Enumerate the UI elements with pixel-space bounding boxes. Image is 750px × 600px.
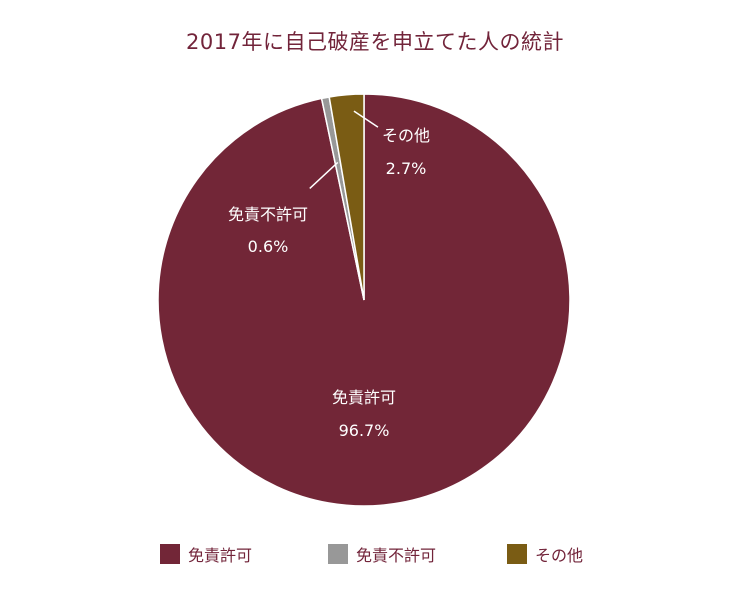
- legend-swatch: [507, 544, 527, 564]
- slice-label-sonota-value: 2.7%: [386, 159, 427, 178]
- legend-item-menseki-fukyoka: 免責不許可: [328, 542, 436, 566]
- slice-label-menseki-fukyoka-value: 0.6%: [248, 237, 289, 256]
- legend-swatch: [160, 544, 180, 564]
- leader-line-sonota: [353, 110, 379, 128]
- legend-label: 免責許可: [188, 546, 253, 565]
- slice-label-menseki-kyoka-name: 免責許可: [332, 388, 396, 407]
- legend-item-sonota: その他: [507, 542, 583, 566]
- legend: 免責許可 免責不許可 その他: [0, 542, 750, 572]
- leader-lines: [309, 110, 379, 189]
- slice-labels: 免責許可 96.7% 免責不許可 0.6% その他 2.7%: [228, 126, 430, 440]
- slice-label-sonota-name: その他: [382, 126, 430, 145]
- legend-label: その他: [535, 546, 584, 565]
- chart-title: 2017年に自己破産を申立てた人の統計: [186, 30, 564, 54]
- legend-label: 免責不許可: [356, 546, 437, 565]
- pie-slice-sonota: [328, 93, 365, 301]
- slice-label-menseki-kyoka-value: 96.7%: [339, 421, 390, 440]
- leader-line-menseki-fukyoka: [309, 161, 339, 189]
- legend-swatch: [328, 544, 348, 564]
- slice-label-menseki-fukyoka-name: 免責不許可: [228, 205, 308, 224]
- pie-slices: [157, 93, 571, 507]
- legend-item-menseki-kyoka: 免責許可: [160, 542, 252, 566]
